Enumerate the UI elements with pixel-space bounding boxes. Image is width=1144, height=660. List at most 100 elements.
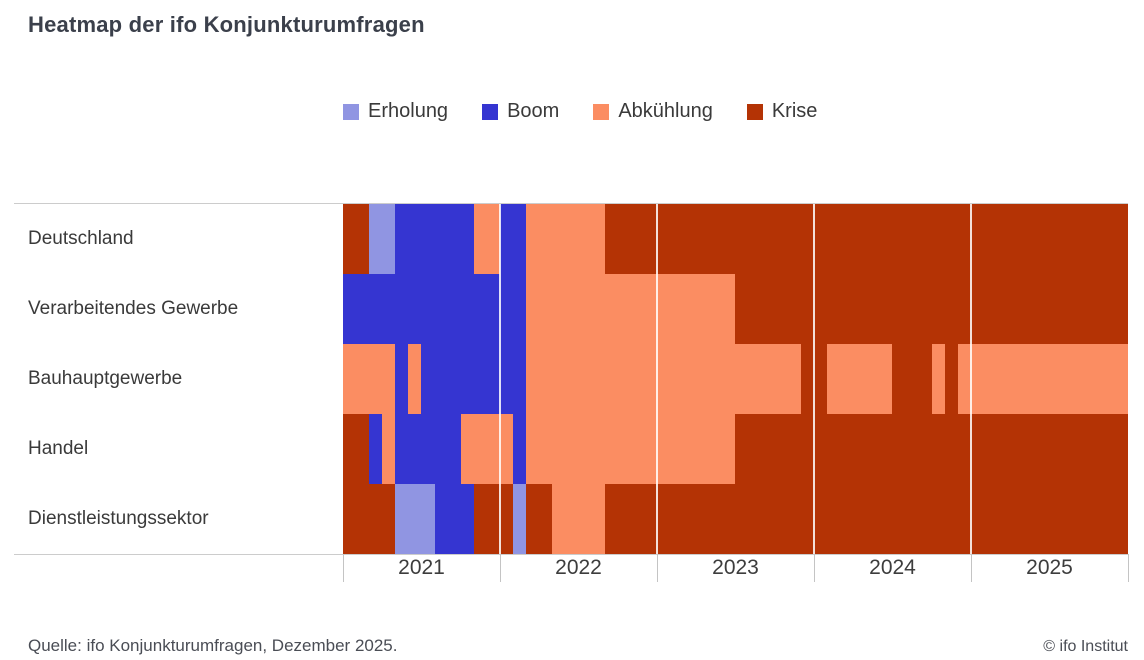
heatmap-cell: [1009, 204, 1024, 274]
heatmap-cell: [826, 414, 840, 484]
heatmap-cell: [473, 274, 487, 344]
heatmap-cell: [1049, 344, 1063, 414]
heatmap-cell: [839, 414, 854, 484]
heatmap-cell: [539, 484, 553, 554]
heatmap-cell: [957, 484, 971, 554]
heatmap-cell: [1101, 344, 1115, 414]
axis-tick: [657, 554, 658, 582]
heatmap-cell: [1036, 274, 1050, 344]
heatmap-cell: [918, 484, 932, 554]
heatmap-cell: [499, 414, 514, 484]
row-label: Handel: [28, 438, 89, 459]
heatmap-cell: [1049, 414, 1063, 484]
heatmap-cell: [1049, 204, 1063, 274]
heatmap-cell: [343, 344, 357, 414]
heatmap-cell: [408, 274, 422, 344]
heatmap-cell: [722, 344, 736, 414]
heatmap-cell: [643, 414, 657, 484]
heatmap-cell: [421, 274, 435, 344]
heatmap-cell: [513, 484, 527, 554]
heatmap-cell: [866, 484, 880, 554]
heatmap-cell: [970, 414, 984, 484]
heatmap-cell: [356, 204, 370, 274]
heatmap-cell: [421, 414, 435, 484]
heatmap-cell: [578, 274, 592, 344]
heatmap-cell: [748, 484, 762, 554]
heatmap-cell: [643, 344, 657, 414]
heatmap-cell: [774, 344, 788, 414]
heatmap-cell: [434, 414, 448, 484]
heatmap-cell: [931, 484, 945, 554]
heatmap-cell: [826, 204, 840, 274]
heatmap-cell: [944, 344, 958, 414]
heatmap-cell: [826, 274, 840, 344]
heatmap-cell: [1088, 414, 1102, 484]
heatmap-cell: [617, 344, 631, 414]
heatmap-cell: [866, 344, 880, 414]
heatmap-cell: [408, 414, 422, 484]
heatmap-cell: [879, 414, 893, 484]
heatmap-cell: [813, 204, 827, 274]
heatmap-cell: [983, 204, 997, 274]
heatmap-cell: [1062, 344, 1076, 414]
heatmap-cell: [709, 344, 723, 414]
heatmap-cell: [983, 414, 997, 484]
heatmap-cell: [944, 274, 958, 344]
heatmap-cell: [539, 344, 553, 414]
heatmap-cell: [604, 484, 618, 554]
heatmap-cell: [996, 274, 1010, 344]
heatmap-cell: [369, 484, 383, 554]
heatmap-cell: [892, 484, 906, 554]
heatmap-cell: [356, 344, 370, 414]
heatmap-cell: [839, 274, 854, 344]
heatmap-cell: [395, 484, 409, 554]
heatmap-cell: [853, 274, 867, 344]
heatmap-cell: [643, 484, 657, 554]
heatmap-cell: [565, 484, 579, 554]
heatmap-cell: [839, 344, 854, 414]
heatmap-cell: [1049, 484, 1063, 554]
heatmap-cell: [1114, 484, 1128, 554]
heatmap-cell: [839, 484, 854, 554]
heatmap-cell: [813, 414, 827, 484]
year-label: 2023: [712, 556, 759, 579]
heatmap-cell: [434, 484, 448, 554]
heatmap-cell: [656, 204, 670, 274]
heatmap-cell: [1088, 274, 1102, 344]
heatmap-cell: [565, 414, 579, 484]
heatmap-cell: [996, 414, 1010, 484]
heatmap-cell: [853, 344, 867, 414]
heatmap-cell: [696, 204, 710, 274]
heatmap-cell: [343, 204, 357, 274]
heatmap-cell: [473, 204, 487, 274]
heatmap-cell: [552, 414, 566, 484]
heatmap-row: [343, 274, 1128, 344]
heatmap-cell: [813, 344, 827, 414]
heatmap-cell: [944, 484, 958, 554]
heatmap-cell: [669, 414, 684, 484]
heatmap-cell: [447, 414, 461, 484]
heatmap-cell: [696, 414, 710, 484]
heatmap-cell: [395, 204, 409, 274]
heatmap-cell: [879, 204, 893, 274]
heatmap-cell: [630, 344, 644, 414]
heatmap-cell: [382, 344, 396, 414]
heatmap-cell: [343, 484, 357, 554]
x-axis: 2021 2022 2023 2024 2025: [343, 554, 1129, 588]
heatmap-cell: [447, 204, 461, 274]
heatmap-cell: [591, 204, 605, 274]
heatmap-cell: [526, 274, 540, 344]
heatmap-cell: [1075, 344, 1089, 414]
heatmap-cell: [866, 414, 880, 484]
heatmap-cell: [1062, 484, 1076, 554]
heatmap-cell: [591, 484, 605, 554]
row-label-column: Deutschland Verarbeitendes Gewerbe Bauhaup…: [28, 204, 343, 554]
year-label: 2024: [869, 556, 916, 579]
heatmap-row: [343, 484, 1128, 554]
heatmap-cell: [761, 484, 775, 554]
heatmap-cell: [761, 204, 775, 274]
heatmap-cell: [552, 274, 566, 344]
heatmap-cell: [552, 204, 566, 274]
heatmap-cell: [892, 344, 906, 414]
legend-swatch-boom: [482, 103, 499, 120]
